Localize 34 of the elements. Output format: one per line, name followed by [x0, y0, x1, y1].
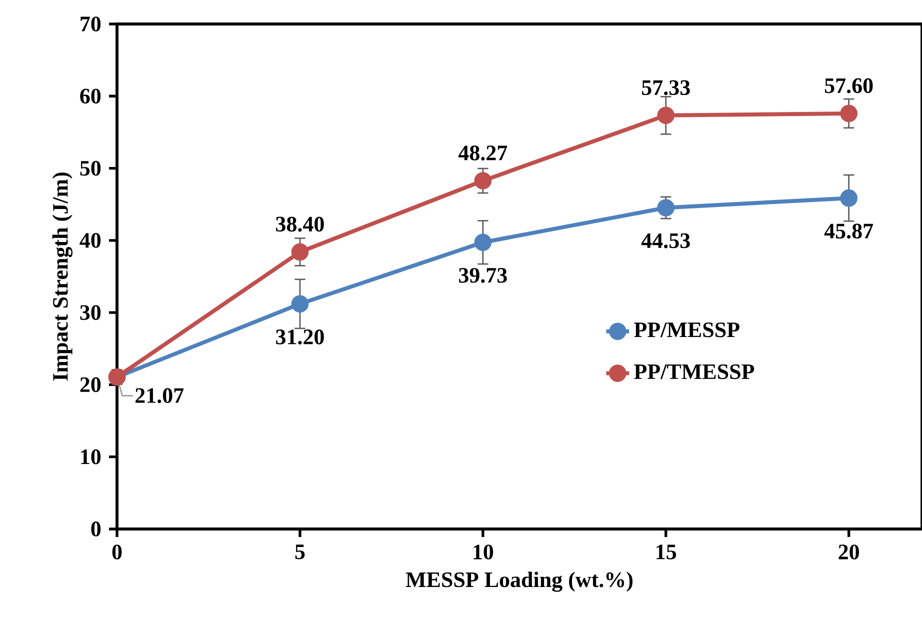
data-label: 38.40	[276, 216, 324, 232]
x-tick-label: 15	[656, 544, 676, 560]
data-label: 57.33	[642, 80, 690, 96]
y-tick-label: 10	[81, 449, 101, 464]
x-axis-title: MESSP Loading (wt.%)	[406, 572, 632, 592]
data-label: 57.60	[824, 78, 873, 94]
y-tick-label: 30	[80, 305, 101, 320]
x-tick-label: 20	[838, 544, 859, 560]
y-tick-label: 20	[80, 377, 101, 392]
y-tick-label: 60	[80, 88, 101, 104]
x-tick-label: 0	[112, 544, 122, 560]
y-axis-title: Impact Strength (J/m)	[52, 172, 72, 381]
point	[291, 295, 309, 313]
data-label: 21.07	[136, 388, 184, 404]
point	[291, 243, 309, 261]
data-label: 39.73	[459, 268, 507, 283]
point	[474, 172, 492, 190]
x-tick-label: 5	[295, 544, 305, 560]
point	[657, 106, 675, 124]
data-label: 44.53	[641, 233, 690, 248]
point	[840, 104, 858, 122]
legend-label: PP/MESSP	[634, 322, 740, 338]
y-tick-label: 50	[80, 160, 101, 176]
data-label: 48.27	[458, 146, 508, 160]
point	[840, 189, 858, 207]
x-tick-label: 10	[474, 544, 494, 560]
y-tick-label: 40	[80, 232, 101, 248]
y-tick-label: 70	[80, 16, 101, 32]
y-tick-label: 0	[91, 522, 101, 536]
data-label: 45.87	[824, 224, 874, 239]
point	[474, 234, 492, 252]
point	[657, 199, 675, 216]
data-label: 31.20	[276, 330, 324, 344]
legend-label: PP/TMESSP	[634, 364, 754, 380]
